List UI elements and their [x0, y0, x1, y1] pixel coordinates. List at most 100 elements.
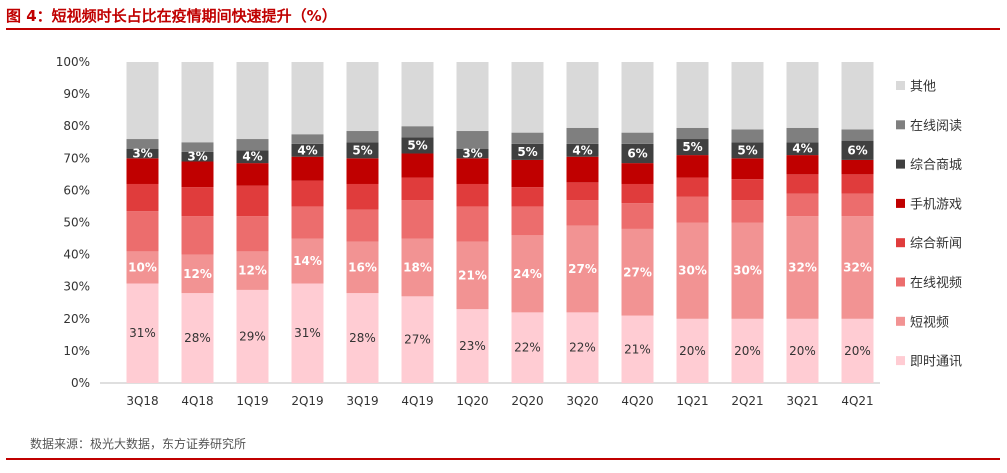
bar-segment — [401, 200, 434, 239]
bar-segment — [236, 139, 269, 151]
data-label: 20% — [844, 344, 871, 358]
bar-segment — [566, 143, 599, 157]
bar-segment — [621, 143, 654, 164]
x-tick-label: 3Q18 — [126, 394, 158, 408]
legend-swatch — [896, 81, 905, 90]
bar-segment — [456, 148, 489, 159]
bar-segment — [786, 127, 819, 143]
bar-segment — [291, 238, 324, 284]
bar-segment — [786, 155, 819, 175]
y-tick-label: 50% — [63, 216, 90, 230]
bar-segment — [786, 62, 819, 128]
bar-segment — [841, 129, 874, 141]
bar-segment — [511, 143, 544, 160]
bar-segment — [291, 156, 324, 181]
x-tick-label: 1Q19 — [236, 394, 268, 408]
data-label: 5% — [682, 140, 702, 154]
data-label: 10% — [128, 260, 157, 274]
bar-segment — [841, 62, 874, 130]
bar-segment — [621, 132, 654, 144]
bar-segment — [456, 62, 489, 132]
data-label: 12% — [183, 267, 212, 281]
bar-segment — [731, 158, 764, 180]
bar-segment — [786, 318, 819, 383]
bar-segment — [291, 143, 324, 157]
data-labels: 31% 10% 3% 28% 12% 3% 29% 12% 4% 31% 14% 4% 28% 16% 5%… — [128, 138, 872, 357]
bar-segment — [566, 182, 599, 201]
x-tick-label: 2Q20 — [511, 394, 543, 408]
x-tick-label: 3Q21 — [786, 394, 818, 408]
bar-segment — [181, 187, 214, 217]
data-label: 28% — [349, 331, 376, 345]
legend-label: 综合商城 — [910, 158, 962, 173]
bar-segment — [401, 296, 434, 383]
bar-segment — [676, 155, 709, 178]
data-label: 20% — [789, 344, 816, 358]
bar-segment — [346, 209, 379, 242]
bar-segment — [291, 62, 324, 135]
bar-segment — [731, 62, 764, 130]
data-label: 14% — [293, 254, 322, 268]
data-label: 30% — [733, 264, 762, 278]
data-label: 21% — [624, 342, 651, 356]
data-label: 6% — [627, 146, 647, 160]
legend-label: 其他 — [910, 80, 936, 95]
y-tick-label: 10% — [63, 344, 90, 358]
bar-segment — [401, 177, 434, 201]
bar-segment — [291, 180, 324, 207]
bar-segment — [401, 62, 434, 127]
y-tick-label: 0% — [71, 376, 90, 390]
bar-segment — [236, 289, 269, 383]
x-tick-label: 3Q20 — [566, 394, 598, 408]
bar-segment — [511, 312, 544, 383]
data-label: 32% — [788, 260, 817, 274]
bar-segment — [676, 177, 709, 197]
bar-segment — [181, 151, 214, 162]
data-label: 5% — [737, 143, 757, 157]
bar-segment — [346, 62, 379, 132]
bar-segment — [126, 139, 159, 149]
data-label: 30% — [678, 264, 707, 278]
footer-rule — [6, 458, 1000, 460]
bar-segment — [731, 142, 764, 159]
legend-label: 综合新闻 — [910, 236, 962, 252]
bar-segment — [346, 131, 379, 143]
bar-segment — [731, 200, 764, 223]
bar-segment — [511, 206, 544, 236]
legend-label: 在线视频 — [910, 276, 962, 291]
data-label: 4% — [297, 143, 317, 157]
bar-segment — [621, 203, 654, 229]
bar-segment — [126, 183, 159, 212]
bar-segment — [126, 211, 159, 252]
bar-segment — [401, 153, 434, 178]
bar-segment — [346, 241, 379, 294]
x-tick-label: 4Q18 — [181, 394, 213, 408]
x-tick-label: 3Q19 — [346, 394, 378, 408]
bar-segment — [181, 62, 214, 143]
bar-segment — [566, 225, 599, 313]
data-label: 16% — [348, 260, 377, 274]
bar-segment — [236, 62, 269, 140]
legend-swatch — [896, 238, 905, 248]
bar-segment — [126, 148, 159, 159]
bar-segment — [181, 216, 214, 255]
bar-segment — [621, 163, 654, 184]
bar-segment — [676, 127, 709, 140]
bar-segment — [456, 158, 489, 184]
legend-swatch — [896, 316, 905, 326]
bar-segment — [291, 283, 324, 383]
bar-segment — [181, 142, 214, 152]
x-tick-label: 1Q21 — [676, 394, 708, 408]
data-label: 5% — [407, 138, 427, 152]
bar-segment — [566, 127, 599, 144]
bar-segment — [511, 235, 544, 313]
y-tick-label: 60% — [63, 183, 90, 197]
bar-area — [126, 62, 874, 383]
bar-segment — [401, 137, 434, 154]
x-tick-label: 2Q21 — [731, 394, 763, 408]
data-label: 31% — [129, 326, 156, 340]
bar-segment — [401, 238, 434, 297]
bar-segment — [841, 216, 874, 319]
bar-segment — [236, 150, 269, 164]
